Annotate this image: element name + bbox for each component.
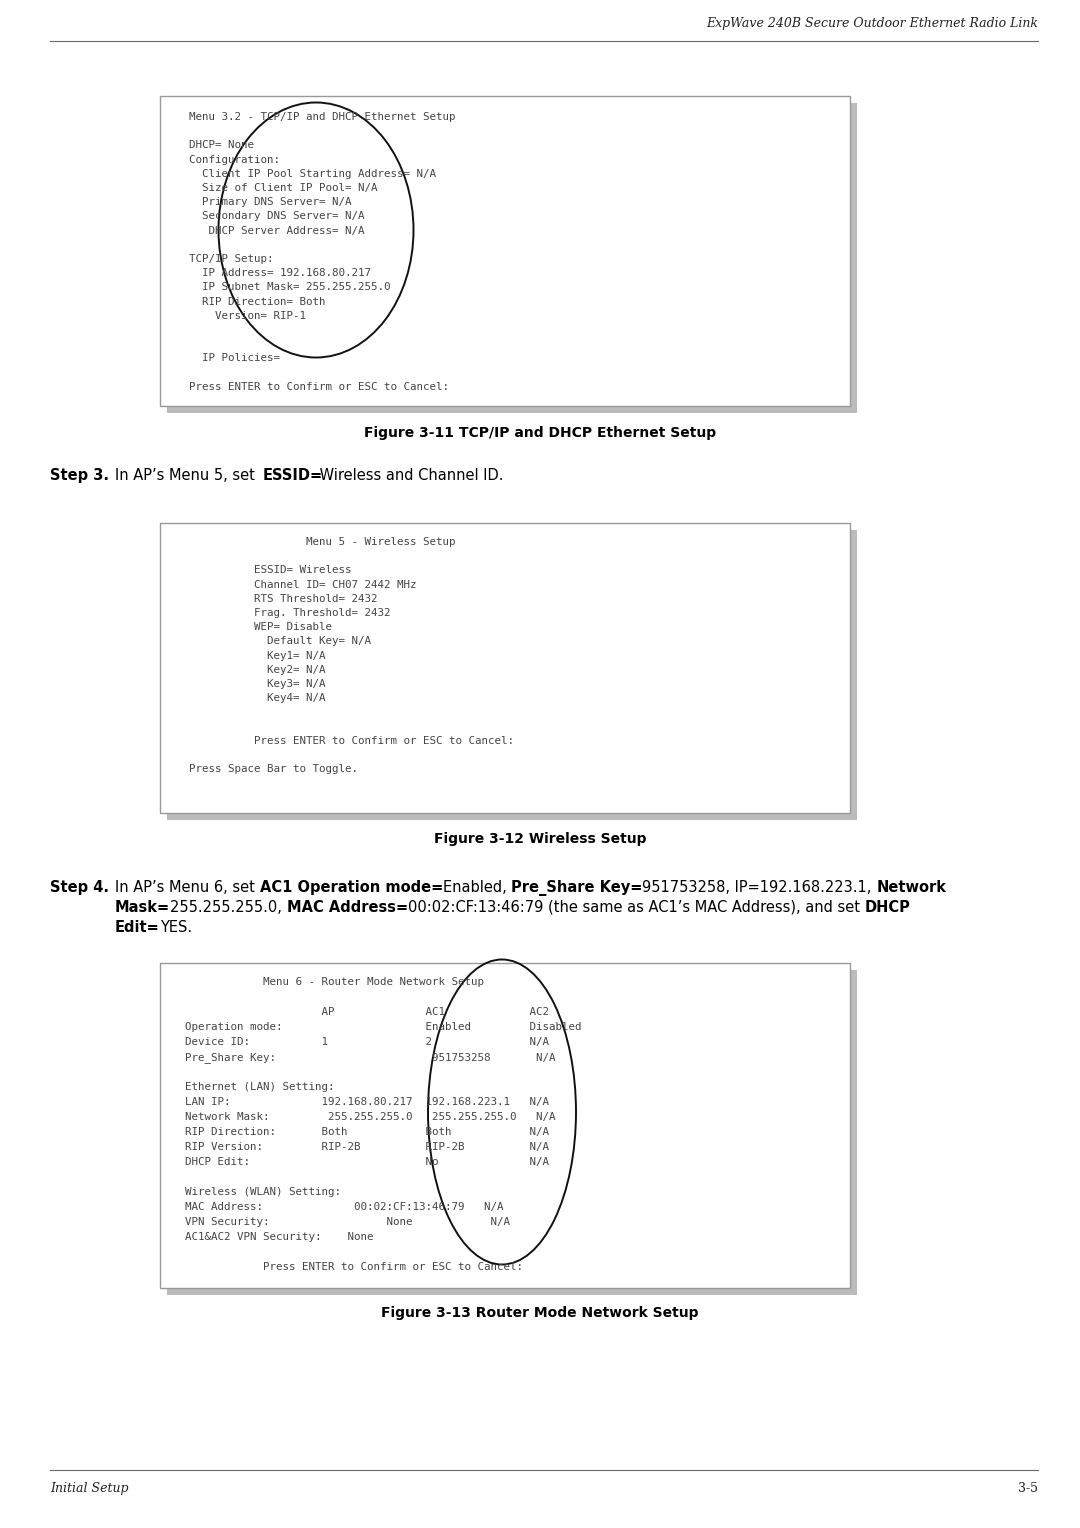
Text: Channel ID= CH07 2442 MHz: Channel ID= CH07 2442 MHz [176,579,417,590]
Text: Default Key= N/A: Default Key= N/A [176,636,372,646]
Text: ExpWave 240B Secure Outdoor Ethernet Radio Link: ExpWave 240B Secure Outdoor Ethernet Rad… [706,17,1038,31]
Text: AP              AC1             AC2: AP AC1 AC2 [172,1007,549,1018]
Text: Press ENTER to Confirm or ESC to Cancel:: Press ENTER to Confirm or ESC to Cancel: [176,382,449,391]
Text: IP Address= 192.168.80.217: IP Address= 192.168.80.217 [176,269,372,278]
Text: 255.255.255.0,: 255.255.255.0, [171,900,286,915]
Text: ESSID= Wireless: ESSID= Wireless [176,565,351,576]
FancyBboxPatch shape [160,523,850,813]
Text: MAC Address:              00:02:CF:13:46:79   N/A: MAC Address: 00:02:CF:13:46:79 N/A [172,1203,503,1212]
Text: Menu 6 - Router Mode Network Setup: Menu 6 - Router Mode Network Setup [172,976,484,987]
Text: Network: Network [877,880,946,895]
FancyBboxPatch shape [167,530,858,821]
Text: Menu 3.2 - TCP/IP and DHCP Ethernet Setup: Menu 3.2 - TCP/IP and DHCP Ethernet Setu… [176,112,456,122]
Text: Pre_Share Key:                        951753258       N/A: Pre_Share Key: 951753258 N/A [172,1051,555,1063]
Text: Size of Client IP Pool= N/A: Size of Client IP Pool= N/A [176,183,378,193]
Text: In AP’s Menu 5, set: In AP’s Menu 5, set [114,468,259,483]
Text: Menu 5 - Wireless Setup: Menu 5 - Wireless Setup [176,536,456,547]
Text: In AP’s Menu 6, set: In AP’s Menu 6, set [114,880,259,895]
Text: 951753258, IP=192.168.223.1,: 951753258, IP=192.168.223.1, [643,880,877,895]
Text: 00:02:CF:13:46:79 (the same as AC1’s MAC Address), and set: 00:02:CF:13:46:79 (the same as AC1’s MAC… [408,900,864,915]
Text: Key1= N/A: Key1= N/A [176,651,325,660]
Text: Key4= N/A: Key4= N/A [176,694,325,703]
Text: Pre_Share Key=: Pre_Share Key= [511,880,643,895]
Text: Key2= N/A: Key2= N/A [176,665,325,675]
Text: RIP Version:         RIP-2B          RIP-2B          N/A: RIP Version: RIP-2B RIP-2B N/A [172,1141,549,1152]
Text: DHCP= None: DHCP= None [176,141,254,150]
Text: Edit=: Edit= [114,920,160,935]
Text: Step 4.: Step 4. [50,880,109,895]
FancyBboxPatch shape [160,963,850,1288]
Text: Ethernet (LAN) Setting:: Ethernet (LAN) Setting: [172,1082,335,1093]
Text: Wireless and Channel ID.: Wireless and Channel ID. [315,468,503,483]
Text: VPN Security:                  None            N/A: VPN Security: None N/A [172,1216,510,1227]
Text: Initial Setup: Initial Setup [50,1482,129,1494]
Text: AC1&AC2 VPN Security:    None: AC1&AC2 VPN Security: None [172,1232,374,1242]
Text: Primary DNS Server= N/A: Primary DNS Server= N/A [176,197,351,208]
Text: 3-5: 3-5 [1018,1482,1038,1494]
Text: IP Subnet Mask= 255.255.255.0: IP Subnet Mask= 255.255.255.0 [176,283,391,292]
Text: Step 3.: Step 3. [50,468,109,483]
Text: DHCP: DHCP [864,900,910,915]
Text: IP Policies=: IP Policies= [176,353,280,364]
Text: Press ENTER to Confirm or ESC to Cancel:: Press ENTER to Confirm or ESC to Cancel: [172,1262,523,1271]
Text: Key3= N/A: Key3= N/A [176,678,325,689]
Text: ESSID=: ESSID= [264,468,323,483]
Text: RTS Threshold= 2432: RTS Threshold= 2432 [176,594,378,604]
Text: Operation mode:                      Enabled         Disabled: Operation mode: Enabled Disabled [172,1022,581,1031]
Text: Network Mask:         255.255.255.0   255.255.255.0   N/A: Network Mask: 255.255.255.0 255.255.255.… [172,1112,555,1122]
Text: Enabled,: Enabled, [443,880,511,895]
Text: DHCP Edit:                           No              N/A: DHCP Edit: No N/A [172,1157,549,1167]
Text: Figure 3-13 Router Mode Network Setup: Figure 3-13 Router Mode Network Setup [381,1306,699,1320]
Text: Client IP Pool Starting Address= N/A: Client IP Pool Starting Address= N/A [176,168,436,179]
FancyBboxPatch shape [167,102,858,413]
Text: Version= RIP-1: Version= RIP-1 [176,310,306,321]
Text: RIP Direction:       Both            Both            N/A: RIP Direction: Both Both N/A [172,1128,549,1137]
Text: Press Space Bar to Toggle.: Press Space Bar to Toggle. [176,764,357,775]
Text: Figure 3-12 Wireless Setup: Figure 3-12 Wireless Setup [434,833,646,847]
Text: Secondary DNS Server= N/A: Secondary DNS Server= N/A [176,211,365,222]
Text: Figure 3-11 TCP/IP and DHCP Ethernet Setup: Figure 3-11 TCP/IP and DHCP Ethernet Set… [364,426,716,440]
Text: Press ENTER to Confirm or ESC to Cancel:: Press ENTER to Confirm or ESC to Cancel: [176,736,514,746]
Text: Configuration:: Configuration: [176,154,280,165]
FancyBboxPatch shape [160,96,850,406]
Text: YES.: YES. [160,920,192,935]
Text: Mask=: Mask= [114,900,171,915]
Text: RIP Direction= Both: RIP Direction= Both [176,296,325,307]
FancyBboxPatch shape [167,970,858,1296]
Text: DHCP Server Address= N/A: DHCP Server Address= N/A [176,226,365,235]
Text: LAN IP:              192.168.80.217  192.168.223.1   N/A: LAN IP: 192.168.80.217 192.168.223.1 N/A [172,1097,549,1106]
Text: MAC Address=: MAC Address= [286,900,408,915]
Text: AC1 Operation mode=: AC1 Operation mode= [259,880,443,895]
Text: Wireless (WLAN) Setting:: Wireless (WLAN) Setting: [172,1187,341,1196]
Text: WEP= Disable: WEP= Disable [176,622,332,633]
Text: Device ID:           1               2               N/A: Device ID: 1 2 N/A [172,1038,549,1047]
Text: Frag. Threshold= 2432: Frag. Threshold= 2432 [176,608,391,617]
Text: TCP/IP Setup:: TCP/IP Setup: [176,254,273,264]
